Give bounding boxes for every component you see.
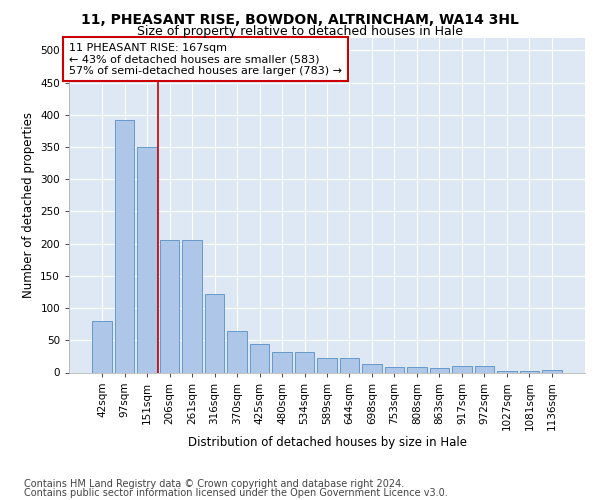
Bar [385,366,404,372]
Bar [475,366,494,372]
Bar [542,370,562,372]
Text: 11 PHEASANT RISE: 167sqm
← 43% of detached houses are smaller (583)
57% of semi-: 11 PHEASANT RISE: 167sqm ← 43% of detach… [69,42,342,76]
Bar [340,358,359,372]
Bar [227,332,247,372]
Y-axis label: Number of detached properties: Number of detached properties [22,112,35,298]
Bar [317,358,337,372]
Bar [137,147,157,372]
Bar [272,352,292,372]
Text: Contains HM Land Registry data © Crown copyright and database right 2024.: Contains HM Land Registry data © Crown c… [24,479,404,489]
Bar [362,364,382,372]
X-axis label: Distribution of detached houses by size in Hale: Distribution of detached houses by size … [187,436,467,449]
Bar [205,294,224,372]
Bar [160,240,179,372]
Bar [520,370,539,372]
Bar [407,366,427,372]
Bar [250,344,269,372]
Bar [430,368,449,372]
Text: 11, PHEASANT RISE, BOWDON, ALTRINCHAM, WA14 3HL: 11, PHEASANT RISE, BOWDON, ALTRINCHAM, W… [81,12,519,26]
Bar [295,352,314,372]
Bar [452,366,472,372]
Bar [497,370,517,372]
Bar [115,120,134,372]
Bar [182,240,202,372]
Text: Contains public sector information licensed under the Open Government Licence v3: Contains public sector information licen… [24,488,448,498]
Text: Size of property relative to detached houses in Hale: Size of property relative to detached ho… [137,25,463,38]
Bar [92,321,112,372]
